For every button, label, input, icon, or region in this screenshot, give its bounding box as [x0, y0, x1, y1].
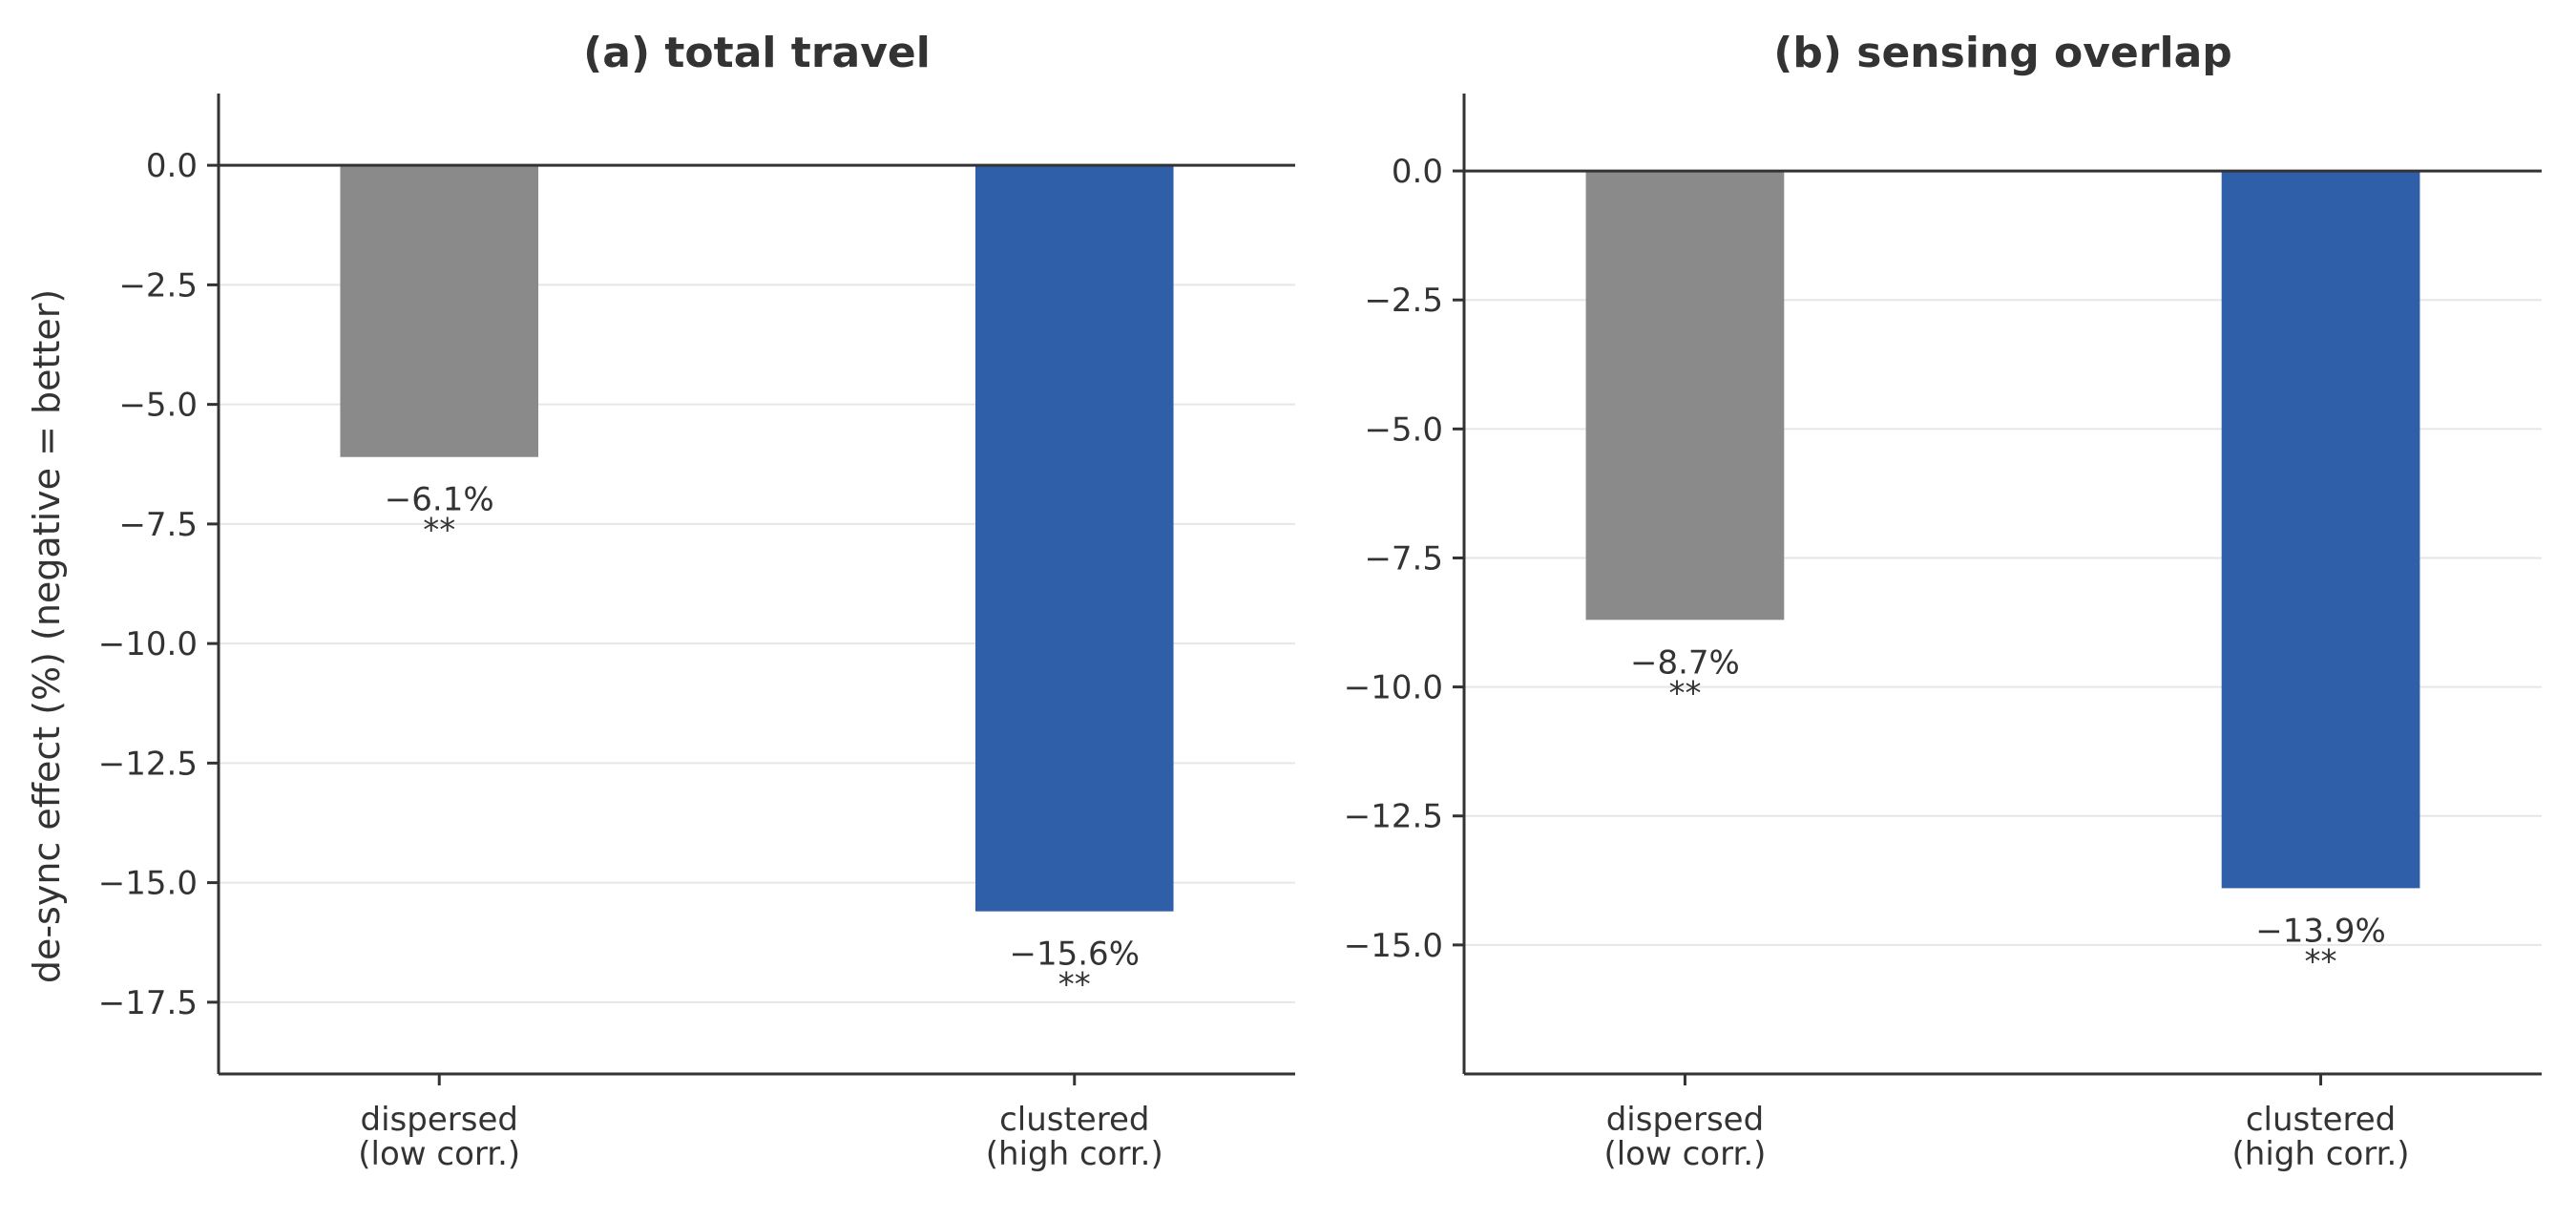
panel-a-x-tick-label-0-line-1: (low corr.) [358, 1135, 520, 1173]
panel-b-title: (b) sensing overlap [1773, 29, 2232, 77]
panel-a-x-tick-label-1-line-1: (high corr.) [986, 1135, 1163, 1173]
panel-b-bar-0 [1585, 171, 1785, 621]
panel-a-y-axis-label: de-sync effect (%) (negative = better) [26, 289, 68, 983]
panel-b-y-tick-label-1: −2.5 [1364, 282, 1443, 320]
panel-b-x-tick-label-1-line-1: (high corr.) [2232, 1135, 2410, 1173]
panel-b-y-tick-label-6: −15.0 [1344, 927, 1443, 965]
panel-a-bar-significance-1: ** [1058, 966, 1091, 1004]
panel-a-title: (a) total travel [583, 29, 931, 77]
panel-a-bar-1 [974, 165, 1174, 912]
panel-a-y-tick-label-5: −12.5 [98, 745, 198, 783]
panel-b-y-tick-label-2: −5.0 [1364, 410, 1443, 449]
panel-a-bar-0 [340, 165, 539, 457]
panel-b-y-tick-label-4: −10.0 [1344, 669, 1443, 707]
panel-b-bar-value-label-1: −13.9% [2255, 912, 2386, 950]
panel-a-y-tick-label-0: 0.0 [146, 147, 198, 185]
panel-a-y-tick-label-2: −5.0 [118, 387, 198, 425]
panel-b-x-tick-label-0-line-0: dispersed [1606, 1101, 1764, 1139]
panel-a-y-tick-label-7: −17.5 [98, 984, 198, 1022]
panel-b-x-tick-label-0-line-1: (low corr.) [1603, 1135, 1766, 1173]
panel-a-x-tick-label-0-line-0: dispersed [361, 1101, 518, 1139]
panel-a-y-tick-label-1: −2.5 [118, 266, 198, 305]
panel-b-bar-value-label-0: −8.7% [1630, 643, 1740, 682]
panel-b-x-tick-label-1-line-0: clustered [2246, 1101, 2396, 1139]
panel-b-bar-1 [2221, 171, 2420, 889]
panel-b-bar-significance-1: ** [2305, 942, 2337, 980]
panel-a-bar-significance-0: ** [423, 512, 455, 550]
panel-a-y-tick-label-4: −10.0 [98, 625, 198, 663]
panel-a-x-tick-label-1-line-0: clustered [999, 1101, 1149, 1139]
panel-a-bar-value-label-0: −6.1% [385, 481, 494, 519]
panel-b-y-tick-label-5: −12.5 [1344, 798, 1443, 836]
panel-a-bar-value-label-1: −15.6% [1010, 936, 1141, 974]
panel-a-y-tick-label-3: −7.5 [118, 506, 198, 544]
panel-b-y-tick-label-0: 0.0 [1392, 153, 1443, 191]
panel-a-y-tick-label-6: −15.0 [98, 865, 198, 903]
panel-b-y-tick-label-3: −7.5 [1364, 539, 1443, 578]
panel-b-bar-significance-0: ** [1668, 674, 1701, 712]
